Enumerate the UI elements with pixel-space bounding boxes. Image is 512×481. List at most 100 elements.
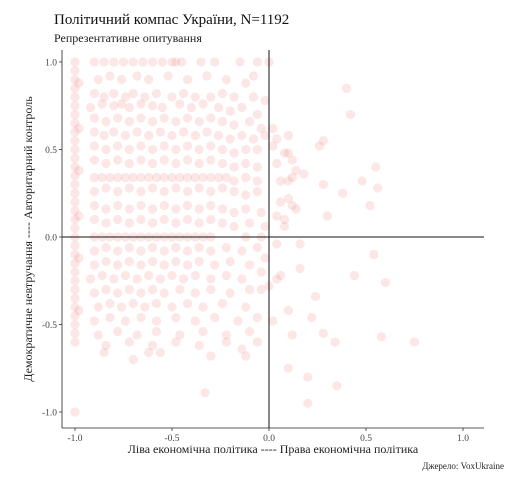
data-point: [229, 221, 239, 232]
data-point: [221, 270, 231, 281]
data-point: [89, 141, 99, 151]
data-point: [159, 113, 169, 123]
data-point: [245, 284, 255, 295]
data-point: [101, 218, 111, 228]
x-tick-label: -1.0: [67, 434, 82, 444]
x-tick-label: 0.5: [360, 434, 372, 444]
data-point: [159, 246, 169, 256]
data-point: [200, 388, 210, 398]
data-point: [217, 204, 228, 214]
data-point: [159, 260, 169, 270]
data-point: [202, 71, 212, 81]
data-point: [287, 172, 297, 183]
data-point: [217, 158, 228, 169]
data-point: [101, 144, 111, 155]
data-point: [175, 284, 185, 295]
data-point: [221, 337, 231, 347]
data-point: [124, 284, 134, 295]
data-point: [179, 127, 189, 137]
data-point: [124, 144, 134, 155]
data-point: [182, 113, 193, 123]
data-point: [252, 337, 262, 347]
data-point: [155, 127, 165, 137]
data-point: [89, 186, 99, 197]
data-point: [128, 57, 138, 67]
data-point: [116, 99, 127, 109]
data-point: [148, 116, 158, 127]
data-point: [113, 246, 123, 256]
data-point: [89, 155, 99, 165]
data-point: [101, 204, 111, 214]
data-point: [202, 127, 212, 137]
data-point: [229, 120, 239, 130]
data-point: [113, 200, 123, 211]
data-point: [159, 155, 169, 165]
data-point: [113, 326, 123, 337]
data-point: [276, 197, 286, 207]
data-point: [190, 172, 200, 183]
chart-subtitle: Репрезентативне опитування: [54, 31, 202, 45]
data-point: [116, 302, 127, 312]
data-point: [136, 186, 146, 197]
data-point: [163, 71, 173, 81]
data-point: [159, 186, 169, 197]
data-point: [70, 258, 80, 268]
data-point: [194, 144, 204, 155]
data-point: [252, 176, 262, 186]
data-point: [109, 274, 119, 284]
data-point: [128, 172, 138, 183]
data-point: [171, 144, 181, 155]
data-point: [194, 242, 204, 253]
data-point: [101, 242, 111, 253]
data-point: [171, 158, 181, 169]
data-point: [283, 130, 293, 141]
data-point: [70, 197, 80, 207]
data-point: [241, 144, 251, 155]
data-point: [206, 92, 216, 102]
data-point: [237, 344, 247, 354]
data-point: [148, 144, 158, 155]
data-point: [167, 172, 177, 183]
data-point: [132, 330, 142, 340]
data-point: [194, 158, 204, 169]
data-point: [171, 312, 181, 323]
data-point: [213, 172, 224, 183]
data-point: [256, 123, 266, 134]
data-point: [70, 144, 80, 155]
data-point: [221, 172, 231, 183]
data-point: [182, 200, 193, 211]
data-point: [105, 298, 115, 309]
data-point: [287, 155, 297, 165]
data-point: [182, 172, 193, 183]
data-point: [198, 172, 208, 183]
data-point: [136, 260, 146, 270]
data-point: [268, 141, 278, 151]
data-point: [118, 57, 129, 67]
data-point: [124, 158, 134, 169]
data-point: [128, 354, 138, 365]
data-point: [70, 302, 80, 312]
data-point: [175, 172, 185, 183]
data-point: [283, 148, 293, 158]
data-point: [124, 242, 134, 253]
data-point: [241, 204, 251, 214]
data-point: [136, 155, 146, 165]
data-point: [357, 176, 367, 186]
data-point: [213, 102, 224, 113]
data-point: [148, 242, 158, 253]
data-point: [155, 347, 165, 358]
data-point: [283, 363, 293, 373]
data-point: [140, 302, 150, 312]
data-point: [256, 207, 266, 218]
data-point: [272, 239, 282, 249]
data-point: [171, 183, 181, 193]
data-point: [237, 102, 247, 113]
data-point: [303, 372, 313, 382]
data-point: [182, 155, 193, 165]
data-point: [229, 207, 239, 218]
data-point: [245, 260, 255, 270]
data-point: [182, 214, 193, 225]
data-point: [182, 141, 193, 151]
data-point: [89, 316, 99, 326]
data-point: [245, 326, 255, 337]
